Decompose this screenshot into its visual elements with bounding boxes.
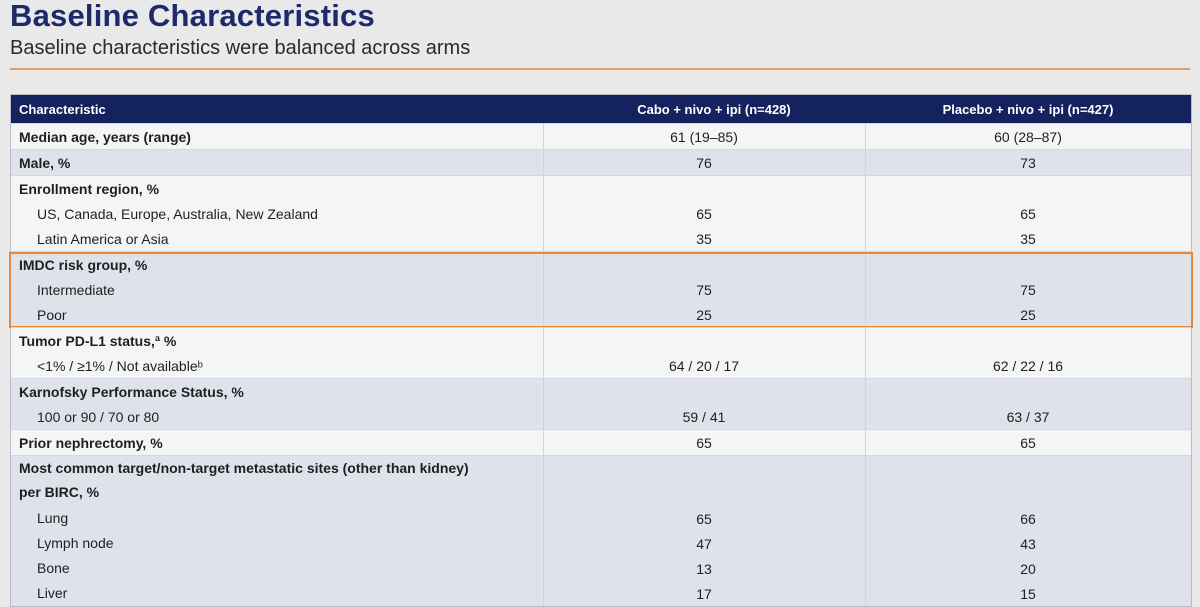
cabo-value: 75 <box>696 281 712 298</box>
table-row: Karnofsky Performance Status, % <box>11 379 1191 404</box>
row-label: Lymph node <box>37 535 114 551</box>
cabo-value: 35 <box>696 230 712 247</box>
header-characteristic: Characteristic <box>19 101 106 117</box>
header-placebo-arm: Placebo + nivo + ipi (n=427) <box>942 101 1114 117</box>
row-label: Bone <box>37 560 70 576</box>
row-group-region: Enrollment region, % US, Canada, Europe,… <box>11 175 1191 251</box>
row-label: Prior nephrectomy, % <box>19 434 163 451</box>
row-label: Lung <box>37 510 69 526</box>
row-group-imdc: IMDC risk group, % Intermediate 75 75 Po… <box>9 251 1193 328</box>
placebo-value: 60 (28–87) <box>994 128 1062 145</box>
row-label: US, Canada, Europe, Australia, New Zeala… <box>37 205 318 222</box>
row-label: Median age, years (range) <box>19 128 191 145</box>
row-label: per BIRC, % <box>19 483 100 500</box>
row-label: Intermediate <box>37 281 115 298</box>
table-row: Lung 65 66 <box>11 506 1191 531</box>
cabo-value: 65 <box>696 510 712 527</box>
cabo-value: 65 <box>696 205 712 222</box>
table-row: IMDC risk group, % <box>11 252 1191 277</box>
table-row: Poor 25 25 <box>11 302 1191 327</box>
table-row: Most common target/non-target metastatic… <box>11 456 1191 480</box>
row-group-pdl1: Tumor PD-L1 status,ª % <1% / ≥1% / Not a… <box>11 327 1191 378</box>
row-group-kps: Karnofsky Performance Status, % 100 or 9… <box>11 378 1191 429</box>
placebo-value: 62 / 22 / 16 <box>992 357 1064 374</box>
table-row: Liver 17 15 <box>11 581 1191 606</box>
cabo-value: 59 / 41 <box>682 408 726 425</box>
table-row: Enrollment region, % <box>11 176 1191 201</box>
table-row: Intermediate 75 75 <box>11 277 1191 302</box>
cabo-value: 25 <box>696 306 712 323</box>
row-label: Tumor PD-L1 status,ª % <box>19 332 177 349</box>
slide-title: Baseline Characteristics <box>10 0 375 33</box>
row-label: IMDC risk group, % <box>19 256 148 273</box>
table-header: Characteristic Cabo + nivo + ipi (n=428)… <box>11 95 1191 123</box>
table-row: Latin America or Asia 35 35 <box>11 226 1191 251</box>
row-label: Poor <box>37 306 67 323</box>
placebo-value: 65 <box>1020 434 1036 451</box>
table-row: Median age, years (range) 61 (19–85) 60 … <box>11 124 1191 149</box>
placebo-value: 73 <box>1020 154 1036 171</box>
header-cabo-arm: Cabo + nivo + ipi (n=428) <box>637 101 791 117</box>
placebo-value: 25 <box>1020 306 1036 323</box>
table-row: Tumor PD-L1 status,ª % <box>11 328 1191 353</box>
table-row: Lymph node 47 43 <box>11 531 1191 556</box>
cabo-value: 61 (19–85) <box>670 128 738 145</box>
table-row: Male, % 76 73 <box>11 150 1191 175</box>
table-row: per BIRC, % <box>11 480 1191 504</box>
cabo-value: 17 <box>696 585 712 602</box>
row-label: <1% / ≥1% / Not availableᵇ <box>37 357 203 374</box>
slide-subtitle: Baseline characteristics were balanced a… <box>10 37 471 59</box>
cabo-value: 65 <box>696 434 712 451</box>
row-label: 100 or 90 / 70 or 80 <box>37 408 160 425</box>
table-row: US, Canada, Europe, Australia, New Zeala… <box>11 201 1191 226</box>
placebo-value: 15 <box>1020 585 1036 602</box>
row-label: Liver <box>37 585 68 601</box>
row-label: Enrollment region, % <box>19 180 160 197</box>
table-row: Prior nephrectomy, % 65 65 <box>11 430 1191 455</box>
placebo-value: 65 <box>1020 205 1036 222</box>
row-label: Most common target/non-target metastatic… <box>19 459 469 476</box>
row-group-nephrectomy: Prior nephrectomy, % 65 65 <box>11 429 1191 455</box>
row-label: Latin America or Asia <box>37 230 169 247</box>
row-group-age: Median age, years (range) 61 (19–85) 60 … <box>11 123 1191 149</box>
placebo-value: 35 <box>1020 230 1036 247</box>
cabo-value: 13 <box>696 560 712 577</box>
cabo-value: 76 <box>696 154 712 171</box>
row-label: Male, % <box>19 154 71 171</box>
cabo-value: 64 / 20 / 17 <box>668 357 740 374</box>
table-row: 100 or 90 / 70 or 80 59 / 41 63 / 37 <box>11 404 1191 429</box>
title-divider <box>10 68 1190 70</box>
row-label: Karnofsky Performance Status, % <box>19 383 244 400</box>
cabo-value: 47 <box>696 535 712 552</box>
row-group-male: Male, % 76 73 <box>11 149 1191 175</box>
table-row: <1% / ≥1% / Not availableᵇ 64 / 20 / 17 … <box>11 353 1191 378</box>
placebo-value: 20 <box>1020 560 1036 577</box>
placebo-value: 63 / 37 <box>1006 408 1050 425</box>
table-row: Bone 13 20 <box>11 556 1191 581</box>
placebo-value: 75 <box>1020 281 1036 298</box>
placebo-value: 43 <box>1020 535 1036 552</box>
row-group-metastatic: Most common target/non-target metastatic… <box>11 455 1191 606</box>
placebo-value: 66 <box>1020 510 1036 527</box>
baseline-table: Characteristic Cabo + nivo + ipi (n=428)… <box>9 94 1193 607</box>
